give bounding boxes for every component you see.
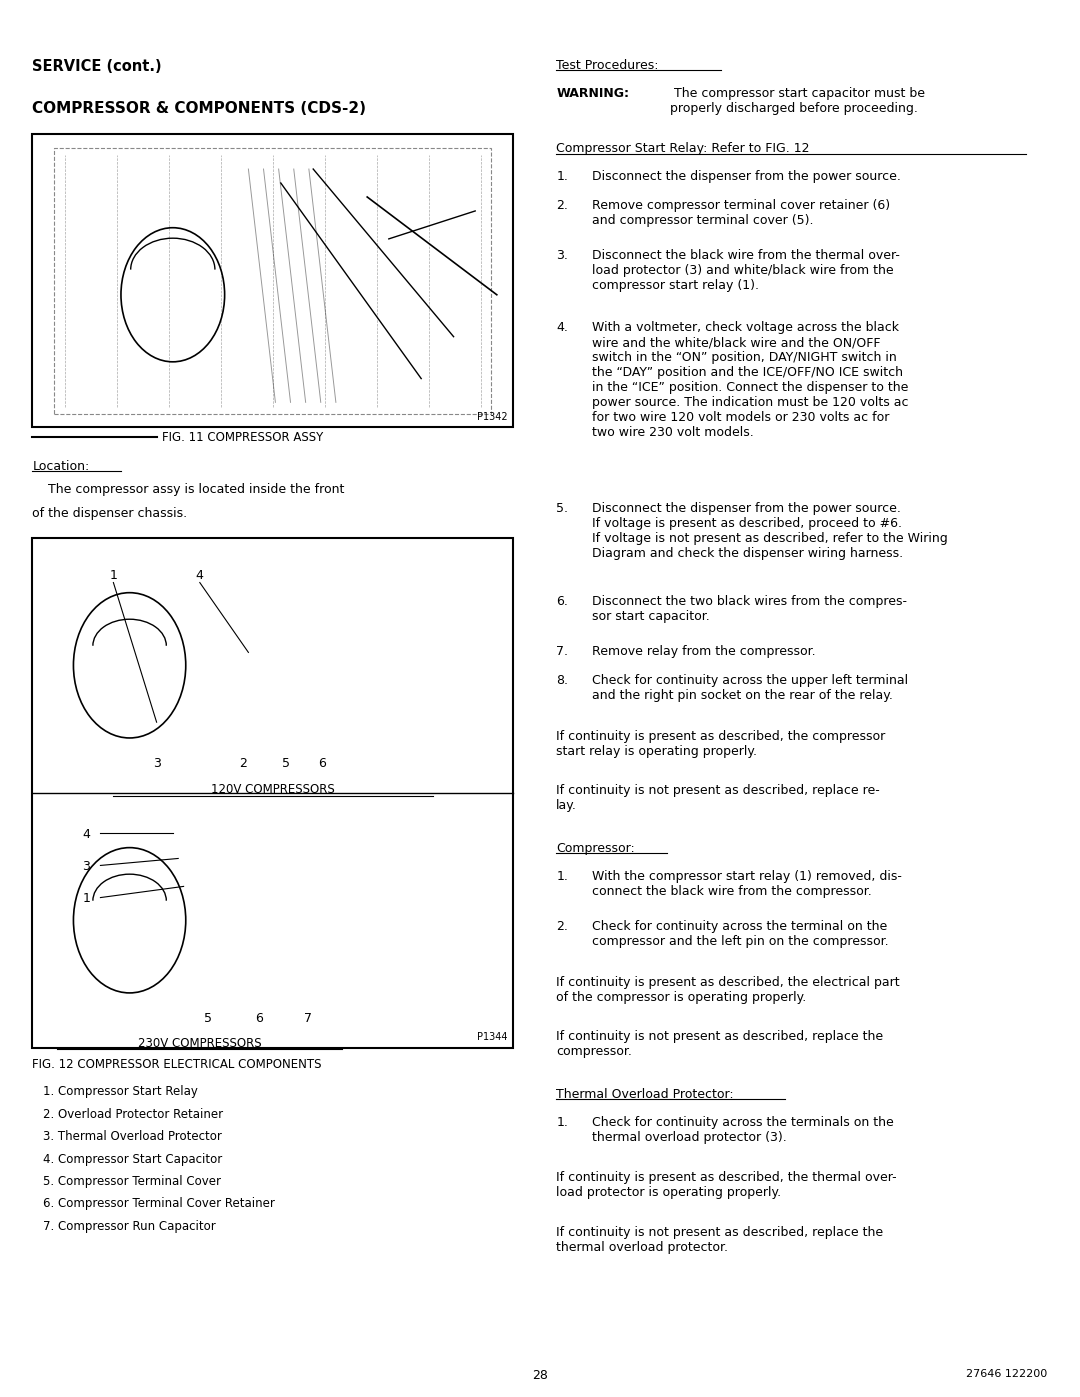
Text: Disconnect the dispenser from the power source.: Disconnect the dispenser from the power … bbox=[592, 170, 901, 183]
Text: 1.: 1. bbox=[556, 869, 568, 883]
Text: With the compressor start relay (1) removed, dis-
connect the black wire from th: With the compressor start relay (1) remo… bbox=[592, 869, 902, 898]
Text: The compressor assy is located inside the front: The compressor assy is located inside th… bbox=[32, 483, 345, 496]
Text: Remove relay from the compressor.: Remove relay from the compressor. bbox=[592, 645, 815, 658]
Text: 4. Compressor Start Capacitor: 4. Compressor Start Capacitor bbox=[43, 1153, 222, 1165]
Text: FIG. 11 COMPRESSOR ASSY: FIG. 11 COMPRESSOR ASSY bbox=[162, 430, 323, 444]
Text: P1342: P1342 bbox=[477, 412, 508, 422]
Text: 1.: 1. bbox=[556, 170, 568, 183]
Text: P1344: P1344 bbox=[477, 1032, 508, 1042]
Text: 2. Overload Protector Retainer: 2. Overload Protector Retainer bbox=[43, 1108, 224, 1120]
Text: If continuity is not present as described, replace the
thermal overload protecto: If continuity is not present as describe… bbox=[556, 1227, 883, 1255]
Text: 1: 1 bbox=[82, 893, 91, 905]
Text: Check for continuity across the terminal on the
compressor and the left pin on t: Check for continuity across the terminal… bbox=[592, 921, 889, 949]
Text: 5.: 5. bbox=[556, 502, 568, 514]
Text: 6. Compressor Terminal Cover Retainer: 6. Compressor Terminal Cover Retainer bbox=[43, 1197, 275, 1210]
Text: 27646 122200: 27646 122200 bbox=[967, 1369, 1048, 1379]
Text: 1: 1 bbox=[109, 569, 118, 581]
Text: 3: 3 bbox=[82, 861, 91, 873]
Text: Disconnect the dispenser from the power source.
If voltage is present as describ: Disconnect the dispenser from the power … bbox=[592, 502, 947, 560]
Text: 7. Compressor Run Capacitor: 7. Compressor Run Capacitor bbox=[43, 1220, 216, 1232]
Text: If continuity is not present as described, replace the
compressor.: If continuity is not present as describe… bbox=[556, 1031, 883, 1059]
Text: Disconnect the black wire from the thermal over-
load protector (3) and white/bl: Disconnect the black wire from the therm… bbox=[592, 249, 900, 292]
Text: Remove compressor terminal cover retainer (6)
and compressor terminal cover (5).: Remove compressor terminal cover retaine… bbox=[592, 200, 890, 228]
Bar bbox=[32, 134, 513, 427]
Text: COMPRESSOR & COMPONENTS (CDS-2): COMPRESSOR & COMPONENTS (CDS-2) bbox=[32, 101, 366, 116]
Text: 7.: 7. bbox=[556, 645, 568, 658]
Text: 5: 5 bbox=[282, 757, 291, 770]
Text: 2: 2 bbox=[239, 757, 247, 770]
Bar bbox=[54, 148, 491, 414]
Text: 8.: 8. bbox=[556, 673, 568, 687]
Text: 1.: 1. bbox=[556, 1116, 568, 1129]
Text: 6: 6 bbox=[255, 1011, 264, 1025]
Text: 3: 3 bbox=[152, 757, 161, 770]
Text: With a voltmeter, check voltage across the black
wire and the white/black wire a: With a voltmeter, check voltage across t… bbox=[592, 321, 908, 439]
Text: 4: 4 bbox=[82, 828, 91, 841]
Text: Check for continuity across the terminals on the
thermal overload protector (3).: Check for continuity across the terminal… bbox=[592, 1116, 893, 1144]
Text: Check for continuity across the upper left terminal
and the right pin socket on : Check for continuity across the upper le… bbox=[592, 673, 908, 703]
Text: SERVICE (cont.): SERVICE (cont.) bbox=[32, 59, 162, 74]
Text: If continuity is present as described, the thermal over-
load protector is opera: If continuity is present as described, t… bbox=[556, 1172, 896, 1200]
Text: FIG. 12 COMPRESSOR ELECTRICAL COMPONENTS: FIG. 12 COMPRESSOR ELECTRICAL COMPONENTS bbox=[32, 1058, 322, 1070]
Text: 2.: 2. bbox=[556, 921, 568, 933]
Text: Test Procedures:: Test Procedures: bbox=[556, 59, 659, 71]
Text: 120V COMPRESSORS: 120V COMPRESSORS bbox=[211, 784, 335, 796]
Text: 6.: 6. bbox=[556, 595, 568, 608]
Text: 1. Compressor Start Relay: 1. Compressor Start Relay bbox=[43, 1085, 198, 1098]
Bar bbox=[32, 538, 513, 1048]
Text: 7: 7 bbox=[303, 1011, 312, 1025]
Text: 6: 6 bbox=[318, 757, 326, 770]
Text: 5: 5 bbox=[204, 1011, 213, 1025]
Text: Thermal Overload Protector:: Thermal Overload Protector: bbox=[556, 1088, 733, 1101]
Text: 3. Thermal Overload Protector: 3. Thermal Overload Protector bbox=[43, 1130, 222, 1143]
Text: WARNING:: WARNING: bbox=[556, 87, 630, 99]
Text: If continuity is present as described, the electrical part
of the compressor is : If continuity is present as described, t… bbox=[556, 977, 900, 1004]
Text: 2.: 2. bbox=[556, 200, 568, 212]
Text: 4: 4 bbox=[195, 569, 204, 581]
Text: The compressor start capacitor must be
properly discharged before proceeding.: The compressor start capacitor must be p… bbox=[670, 87, 924, 115]
Text: of the dispenser chassis.: of the dispenser chassis. bbox=[32, 507, 188, 520]
Text: Location:: Location: bbox=[32, 460, 90, 472]
Text: 28: 28 bbox=[532, 1369, 548, 1382]
Text: 3.: 3. bbox=[556, 249, 568, 263]
Text: Disconnect the two black wires from the compres-
sor start capacitor.: Disconnect the two black wires from the … bbox=[592, 595, 907, 623]
Text: Compressor:: Compressor: bbox=[556, 841, 635, 855]
Text: Compressor Start Relay: Refer to FIG. 12: Compressor Start Relay: Refer to FIG. 12 bbox=[556, 142, 810, 155]
Text: If continuity is present as described, the compressor
start relay is operating p: If continuity is present as described, t… bbox=[556, 729, 886, 759]
Text: 230V COMPRESSORS: 230V COMPRESSORS bbox=[138, 1037, 261, 1049]
Text: If continuity is not present as described, replace re-
lay.: If continuity is not present as describe… bbox=[556, 785, 880, 813]
Text: 4.: 4. bbox=[556, 321, 568, 334]
Text: 5. Compressor Terminal Cover: 5. Compressor Terminal Cover bbox=[43, 1175, 221, 1187]
